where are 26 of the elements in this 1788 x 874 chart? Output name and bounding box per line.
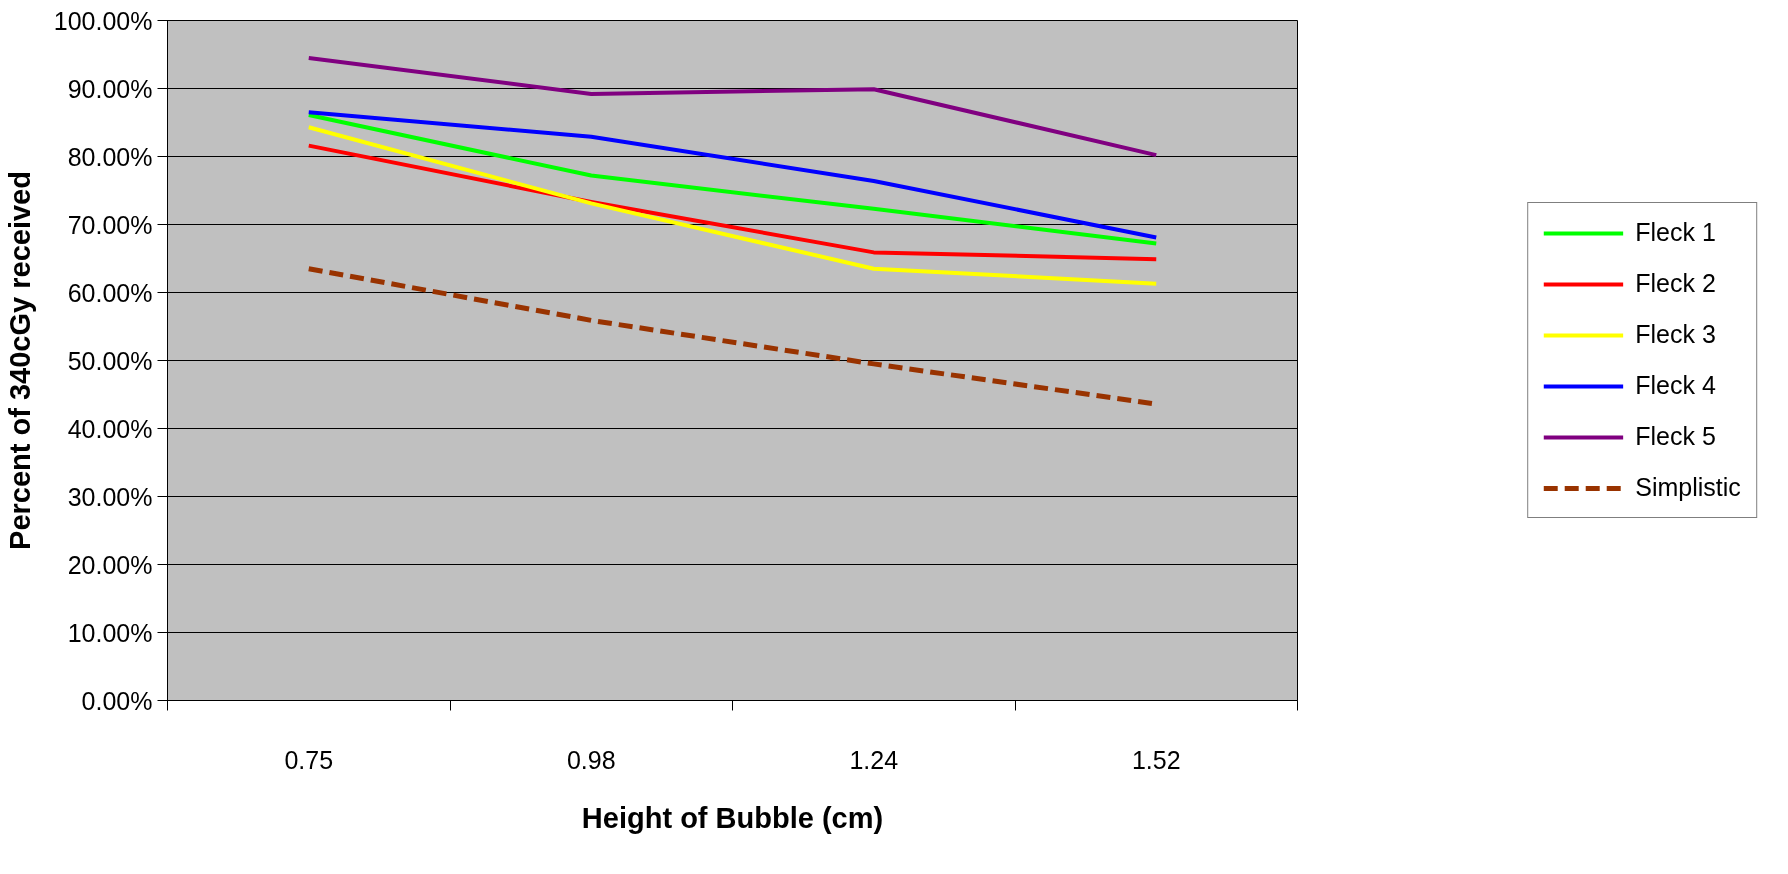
y-tick-label: 10.00%: [67, 618, 153, 647]
y-tick-label: 70.00%: [67, 210, 153, 239]
x-tick-label: 0.75: [284, 745, 334, 774]
legend-label: Simplistic: [1635, 473, 1741, 502]
legend-label: Fleck 1: [1635, 218, 1716, 247]
legend-label: Fleck 5: [1635, 422, 1716, 451]
y-tick-label: 60.00%: [67, 278, 153, 307]
x-axis-title: Height of Bubble (cm): [581, 801, 884, 834]
y-axis-title: Percent of 340cGy received: [3, 171, 36, 550]
legend-label: Fleck 2: [1635, 269, 1716, 298]
y-tick-label: 100.00%: [53, 6, 153, 35]
legend-label: Fleck 4: [1635, 371, 1716, 400]
x-tick-label: 0.98: [566, 745, 616, 774]
x-tick-label: 1.24: [849, 745, 899, 774]
y-tick-label: 80.00%: [67, 142, 153, 171]
x-tick-label: 1.52: [1131, 745, 1181, 774]
y-tick-label: 20.00%: [67, 550, 153, 579]
y-tick-label: 50.00%: [67, 346, 153, 375]
y-tick-label: 90.00%: [67, 74, 153, 103]
y-tick-label: 40.00%: [67, 414, 153, 443]
y-tick-label: 0.00%: [81, 686, 153, 715]
line-series: [306, 143, 1159, 262]
line-series: [306, 55, 1159, 158]
legend-label: Fleck 3: [1635, 320, 1716, 349]
y-tick-label: 30.00%: [67, 482, 153, 511]
line-series: [306, 125, 1159, 286]
